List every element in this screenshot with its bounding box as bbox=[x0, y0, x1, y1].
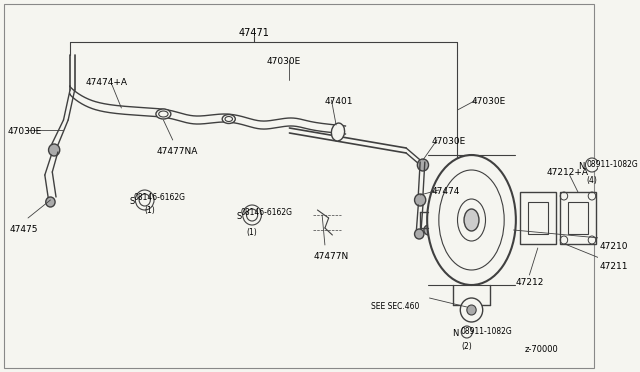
Text: 47212: 47212 bbox=[515, 278, 544, 287]
Text: S: S bbox=[129, 197, 134, 206]
Text: z-70000: z-70000 bbox=[525, 345, 558, 354]
Text: 47030E: 47030E bbox=[431, 137, 466, 146]
Circle shape bbox=[49, 144, 60, 156]
Text: 47477N: 47477N bbox=[314, 252, 349, 261]
Text: 08911-1082G: 08911-1082G bbox=[586, 160, 638, 169]
Ellipse shape bbox=[464, 209, 479, 231]
Text: 47030E: 47030E bbox=[8, 127, 42, 136]
Text: 47210: 47210 bbox=[600, 242, 628, 251]
Text: (4): (4) bbox=[586, 176, 597, 185]
Text: 47474+A: 47474+A bbox=[86, 78, 128, 87]
Ellipse shape bbox=[427, 155, 516, 285]
Text: 47474: 47474 bbox=[431, 187, 460, 196]
Text: 47030E: 47030E bbox=[472, 97, 506, 106]
Text: (1): (1) bbox=[144, 206, 155, 215]
Circle shape bbox=[460, 298, 483, 322]
Text: 47471: 47471 bbox=[239, 28, 269, 38]
Bar bbox=[568, 202, 588, 234]
Bar bbox=[520, 192, 556, 244]
Circle shape bbox=[45, 197, 55, 207]
Circle shape bbox=[415, 229, 424, 239]
Text: 47030E: 47030E bbox=[266, 57, 300, 66]
Circle shape bbox=[424, 225, 433, 235]
Text: 47475: 47475 bbox=[10, 225, 38, 234]
Circle shape bbox=[415, 194, 426, 206]
Bar bbox=[560, 192, 596, 244]
Text: S: S bbox=[237, 212, 242, 221]
Text: 08146-6162G: 08146-6162G bbox=[241, 208, 293, 217]
Text: 08146-6162G: 08146-6162G bbox=[134, 193, 186, 202]
Text: 47212+A: 47212+A bbox=[546, 168, 588, 177]
Ellipse shape bbox=[225, 116, 232, 122]
Text: (1): (1) bbox=[246, 228, 257, 237]
Circle shape bbox=[586, 158, 598, 172]
Circle shape bbox=[417, 159, 429, 171]
Ellipse shape bbox=[159, 111, 168, 117]
Text: N: N bbox=[452, 329, 458, 338]
Text: (2): (2) bbox=[461, 342, 472, 351]
Text: SEE SEC.460: SEE SEC.460 bbox=[371, 302, 419, 311]
Ellipse shape bbox=[332, 123, 344, 141]
Text: 47401: 47401 bbox=[325, 97, 353, 106]
Circle shape bbox=[467, 305, 476, 315]
Ellipse shape bbox=[222, 115, 236, 124]
Text: N: N bbox=[578, 162, 584, 171]
Ellipse shape bbox=[156, 109, 171, 119]
Text: 08911-1082G: 08911-1082G bbox=[460, 327, 512, 336]
Circle shape bbox=[461, 326, 472, 338]
Text: 47211: 47211 bbox=[600, 262, 628, 271]
Text: 47477NA: 47477NA bbox=[157, 147, 198, 156]
Bar bbox=[527, 202, 548, 234]
